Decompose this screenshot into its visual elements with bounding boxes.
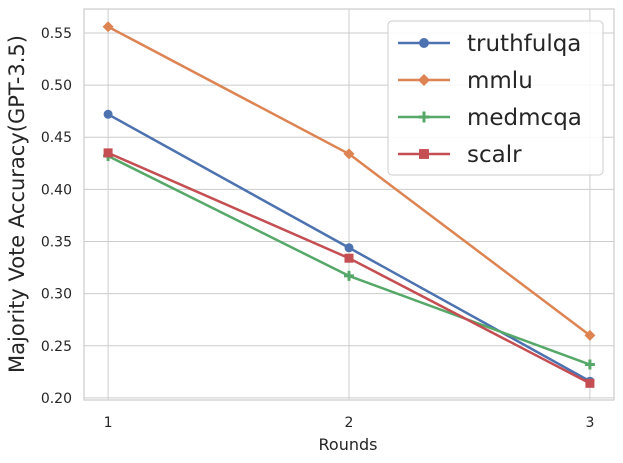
y-tick-label: 0.20	[41, 391, 72, 407]
series-layer	[102, 21, 596, 388]
legend-label: scalr	[467, 142, 522, 168]
y-tick-label: 0.40	[41, 182, 72, 198]
data-point-medmcqa	[344, 270, 354, 281]
legend-label: mmlu	[467, 68, 533, 94]
legend-item-medmcqa: medmcqa	[398, 105, 582, 131]
x-axis-label: Rounds	[319, 435, 378, 454]
legend-marker-diamond	[417, 73, 431, 87]
data-point-medmcqa	[584, 359, 595, 370]
y-tick-label: 0.50	[41, 78, 72, 94]
legend-item-scalr: scalr	[398, 142, 522, 168]
y-tick-label: 0.25	[41, 339, 72, 355]
plot-frame	[83, 8, 615, 401]
data-point-truthfulqa	[103, 109, 113, 119]
data-point-mmlu	[102, 21, 114, 33]
data-point-mmlu	[584, 329, 596, 341]
data-point-scalr	[585, 378, 595, 388]
y-tick-label: 0.30	[41, 287, 72, 303]
legend: truthfulqa mmlu medmcqa scalr	[387, 20, 604, 176]
legend-item-mmlu: mmlu	[398, 68, 533, 94]
x-tick-label: 2	[345, 415, 354, 431]
y-tick-label: 0.55	[41, 26, 72, 42]
series-scalr	[103, 148, 595, 388]
legend-label: medmcqa	[467, 105, 582, 131]
legend-label: truthfulqa	[467, 31, 581, 57]
y-tick-label: 0.45	[41, 130, 72, 146]
legend-marker-square	[419, 149, 429, 159]
legend-marker-circle	[419, 38, 429, 48]
legend-box	[387, 20, 604, 176]
data-point-scalr	[344, 253, 354, 263]
series-mmlu	[102, 21, 596, 341]
y-axis-label: Majority Vote Accuracy(GPT-3.5)	[5, 35, 29, 373]
legend-item-truthfulqa: truthfulqa	[398, 31, 581, 57]
legend-marker-plus	[418, 111, 430, 123]
y-tick-label: 0.35	[41, 235, 72, 251]
x-tick-label: 1	[104, 415, 113, 431]
series-medmcqa	[103, 151, 595, 370]
y-ticks: 0.20 0.25 0.30 0.35 0.40 0.45 0.50 0.55	[41, 26, 72, 407]
data-point-mmlu	[343, 148, 355, 160]
data-point-truthfulqa	[344, 243, 354, 253]
x-ticks: 1 2 3	[104, 415, 595, 431]
x-tick-label: 3	[585, 415, 594, 431]
data-point-scalr	[103, 148, 113, 158]
